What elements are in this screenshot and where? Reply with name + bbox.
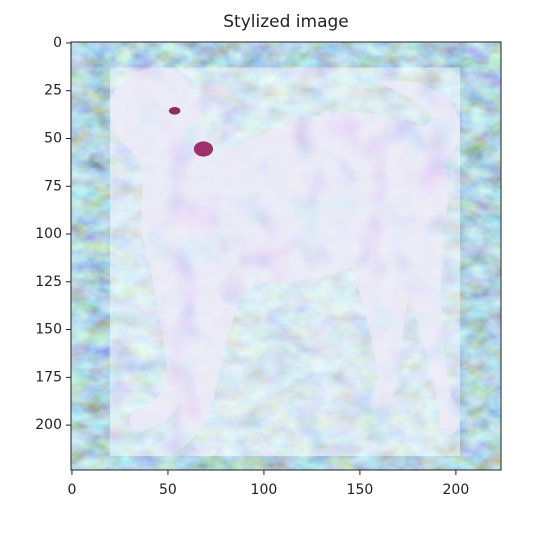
x-tick-label: 0 [67,482,76,498]
y-tick-label: 25 [44,83,62,99]
y-tick-label: 125 [35,274,62,290]
axes-frame [70,41,502,471]
y-tick-label: 100 [35,226,62,242]
y-tick-label: 200 [35,417,62,433]
y-tick-label: 50 [44,130,62,146]
y-tick-label: 150 [35,322,62,338]
x-tick-label: 200 [443,482,470,498]
y-tick-label: 175 [35,369,62,385]
dog [110,67,460,456]
x-tick-label: 50 [159,482,177,498]
chart-title: Stylized image [223,12,349,32]
image-area [71,42,501,470]
y-tick-label: 75 [44,178,62,194]
x-tick-label: 100 [251,482,278,498]
y-tick-label: 0 [53,35,62,51]
x-tick-label: 150 [347,482,374,498]
